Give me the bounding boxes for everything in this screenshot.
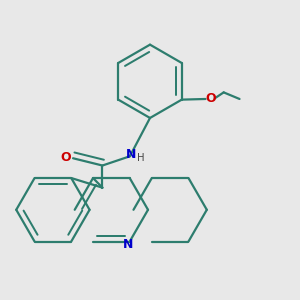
Text: N: N bbox=[123, 238, 133, 251]
Text: O: O bbox=[205, 92, 216, 105]
Text: O: O bbox=[61, 151, 71, 164]
Text: N: N bbox=[126, 148, 136, 161]
Text: H: H bbox=[137, 153, 145, 163]
